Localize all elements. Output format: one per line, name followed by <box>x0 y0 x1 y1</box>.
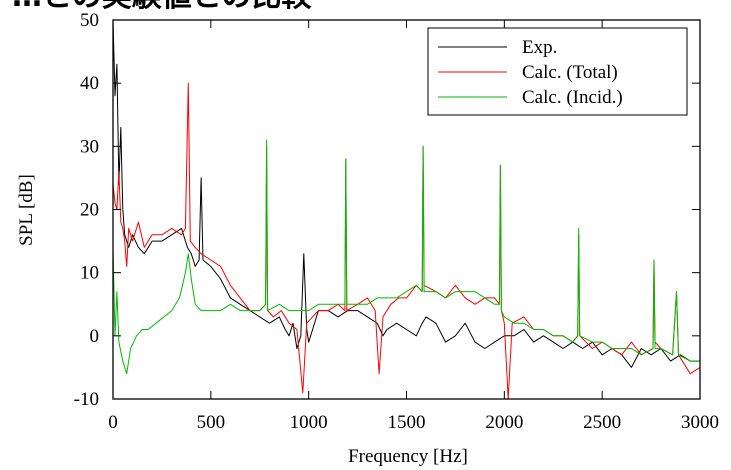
legend-label-1: Calc. (Total) <box>522 62 618 83</box>
y-tick-label: 0 <box>90 326 100 347</box>
x-tick-label: 500 <box>197 412 226 433</box>
axis-ticks: 0 500 1000 1500 2000 2500 3000 -10 0 10 20 30 40 50 <box>74 10 719 433</box>
y-tick-label: -10 <box>74 389 99 410</box>
x-tick-label: 1000 <box>290 412 328 433</box>
y-tick-label: 40 <box>80 73 99 94</box>
series-lines <box>112 19 701 400</box>
y-tick-label: 20 <box>80 200 99 221</box>
x-tick-label: 3000 <box>681 412 719 433</box>
x-axis-label: Frequency [Hz] <box>348 446 468 467</box>
series-line-2 <box>112 139 700 375</box>
series-line-1 <box>112 82 701 400</box>
legend-label-0: Exp. <box>522 37 557 58</box>
y-tick-label: 10 <box>80 263 99 284</box>
y-axis-label: SPL [dB] <box>16 174 37 246</box>
y-tick-label: 30 <box>80 136 99 157</box>
series-line-0 <box>112 19 700 368</box>
x-tick-label: 0 <box>108 412 118 433</box>
legend: Exp. Calc. (Total) Calc. (Incid.) <box>427 27 688 116</box>
x-tick-label: 2000 <box>485 412 523 433</box>
legend-label-2: Calc. (Incid.) <box>522 87 623 108</box>
x-tick-label: 2500 <box>583 412 621 433</box>
x-tick-label: 1500 <box>388 412 426 433</box>
y-tick-label: 50 <box>80 10 99 31</box>
chart-title: …との実験値との比較 <box>12 0 312 14</box>
